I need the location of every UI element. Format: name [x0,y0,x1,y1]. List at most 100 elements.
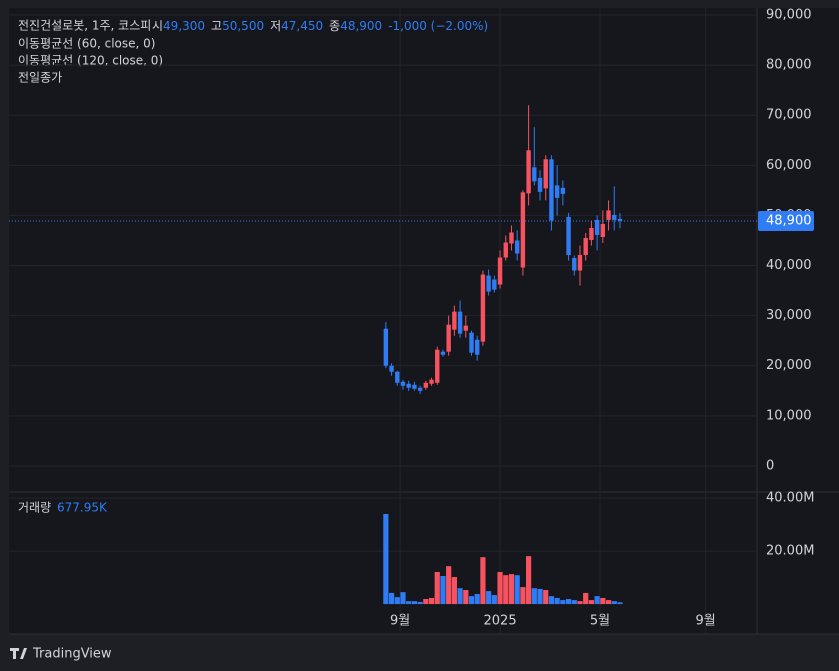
candle-body [526,150,531,194]
candle-body [537,177,543,192]
candle-body [457,311,463,334]
volume-bar [537,588,543,605]
volume-bar [554,597,560,605]
y-tick-label: 90,000 [766,8,812,23]
volume-bar [526,556,532,605]
volume-bar [400,592,406,605]
candle-body [497,257,503,285]
legend-low: 47,450 [281,19,323,33]
candle-body [429,379,434,384]
candle-body [589,227,594,240]
volume-bar [428,597,435,605]
volume-bar [440,575,446,605]
indicator: 이동평균선 (120, close, 0) [18,54,163,68]
volume-bar [617,602,623,605]
volume-tick-label: 20.00M [766,544,814,559]
x-tick-label: 9월 [390,614,410,629]
candle-body [503,242,508,258]
volume-bar [434,572,440,605]
y-tick-label: 80,000 [766,58,812,73]
y-tick-label: 30,000 [766,308,812,323]
volume-bar [417,601,423,605]
volume-bar [486,591,492,605]
volume-bar [383,513,389,605]
legend-high: 50,500 [222,19,264,33]
candle-body [594,219,600,235]
candle-body [617,218,623,221]
volume-bar [474,593,480,605]
candle-body [452,311,457,330]
candle-body [520,192,526,268]
candle-body [514,240,520,254]
candle-body [509,232,514,244]
candle-body [383,328,389,366]
candle-body [606,210,611,220]
candle-body [486,275,491,292]
volume-bar [543,590,549,605]
volume-tick-label: 40.00M [766,491,814,506]
y-tick-label: 20,000 [766,358,812,373]
candle-body [554,185,560,198]
candle-body [463,325,468,331]
candle-body [440,351,446,355]
y-tick-label: 40,000 [766,258,812,273]
x-tick-label: 9월 [695,614,715,629]
legend-high-label: 고 [211,19,222,33]
legend-values: 시49,300 고50,500 저47,450 종48,900 -1,000 (−2.0… [152,19,488,33]
candle-body [560,187,566,194]
candle-body [446,324,451,352]
candle-body [395,371,400,383]
indicator: 전일종가 [18,71,62,85]
volume-bar [468,596,475,605]
candle-body [572,258,577,271]
volume-bar [480,557,486,605]
volume-bar [508,574,515,605]
legend-close: 48,900 [340,19,382,33]
plot-area [9,8,757,634]
candle-body [612,214,617,220]
volume-bar [446,566,452,605]
x-tick-label: 2025 [484,614,517,629]
volume-bar [406,601,412,605]
volume-bar [531,588,537,605]
volume-bar [594,596,600,605]
volume-bar [388,592,395,605]
volume-bar [514,575,520,605]
volume-bar [560,600,566,605]
candle-body [600,223,606,237]
volume-bar [520,587,526,605]
candle-body [423,382,429,388]
candle-body [583,237,588,256]
symbol: 전진건설로봇, 1주, 코스피 [18,19,151,33]
candle-body [412,384,417,389]
candle-body [480,274,486,342]
y-tick-label: 70,000 [766,108,812,123]
volume-bar [491,595,497,605]
candle-body [406,383,411,388]
last-price-label: 48,900 [766,213,812,228]
candle-body [492,279,497,290]
candle-body [435,349,440,383]
volume-title: 거래량 [18,501,51,515]
candle-body [532,167,537,182]
volume-last: 677.95K [57,501,108,515]
volume-bar [411,601,418,605]
candle-body [417,387,423,391]
y-tick-label: 0 [766,458,774,473]
volume-bar [423,599,429,605]
volume-bar [583,592,589,605]
y-tick-label: 60,000 [766,158,812,173]
last-price-tag [758,210,814,231]
volume-bar [457,588,463,605]
price-axis [757,8,839,634]
volume-bar [463,590,469,605]
volume-bar [497,572,503,605]
candle-body [469,332,474,353]
volume-bar [548,596,555,605]
candle-body [577,255,583,271]
volume-bar [503,575,509,605]
candle-body [475,339,480,355]
volume-bar [577,601,583,605]
legend: 전진건설로봇, 1주, 코스피 시49,300 고50,500 저47,450 종48… [18,19,488,33]
